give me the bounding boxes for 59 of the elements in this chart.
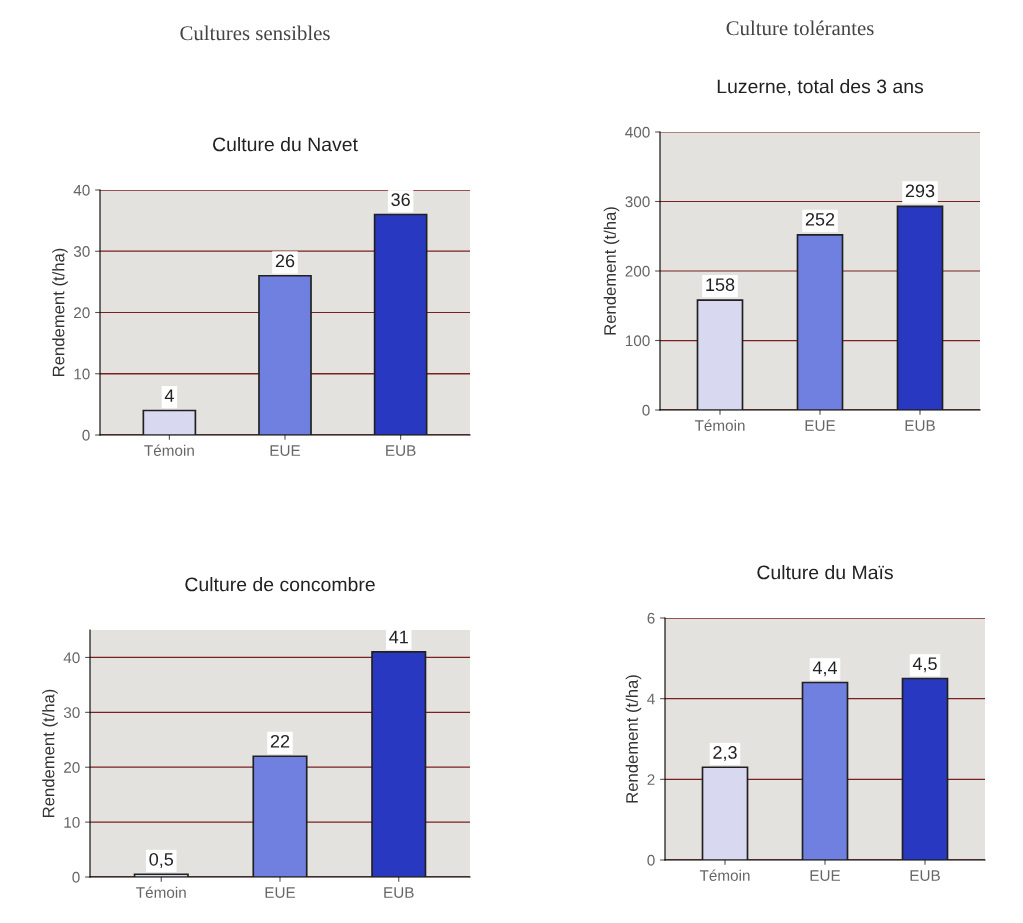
data-label: 252: [805, 212, 835, 226]
bar: [371, 651, 427, 877]
y-tick-label: 0: [647, 854, 655, 866]
y-axis-title: Rendement (t/ha): [603, 207, 620, 335]
data-label: 41: [389, 630, 408, 644]
y-tick-label: 6: [647, 612, 655, 624]
x-tick-label: EUB: [910, 870, 940, 881]
y-tick-label: 40: [73, 184, 90, 196]
x-tick-label: Témoin: [699, 869, 750, 881]
data-label: 36: [391, 193, 410, 207]
y-tick-label: 300: [625, 196, 650, 208]
data-label: 2,3: [713, 746, 737, 761]
data-label: 4: [164, 389, 174, 402]
bar: [142, 409, 197, 435]
data-label: 4,5: [912, 657, 937, 673]
bar: [373, 213, 428, 435]
y-tick-label: 10: [74, 368, 90, 380]
y-tick-label: 200: [625, 265, 650, 277]
y-tick-label: 30: [73, 246, 90, 257]
y-tick-label: 0: [82, 429, 90, 441]
data-label: 158: [706, 278, 735, 292]
y-tick-label: 40: [63, 652, 80, 664]
y-tick-label: 30: [63, 707, 80, 719]
bar: [133, 873, 189, 877]
y-tick-label: 20: [74, 307, 90, 319]
x-tick-label: EUB: [384, 887, 414, 898]
y-tick-label: 20: [64, 762, 80, 773]
data-label: 22: [270, 734, 290, 748]
chart-title: Culture de concombre: [185, 577, 375, 592]
y-tick-label: 2: [647, 774, 655, 785]
y-tick-label: 0: [72, 871, 80, 883]
chart-title: Culture du Navet: [213, 137, 358, 152]
bar: [258, 274, 312, 435]
x-tick-label: EUE: [270, 445, 301, 456]
x-tick-label: EUE: [265, 887, 296, 898]
data-label: 26: [275, 254, 295, 268]
y-tick-label: 10: [64, 816, 80, 828]
text: Cultures sensibles: [180, 25, 330, 41]
x-tick-label: Témoin: [694, 419, 745, 431]
chart-title: Luzerne, total des 3 ans: [717, 79, 924, 96]
data-label: 0,5: [149, 852, 174, 868]
y-tick-label: 0: [642, 404, 650, 416]
text: Culture tolérantes: [726, 20, 874, 36]
x-tick-label: EUB: [905, 420, 935, 431]
y-axis-title: Rendement (t/ha): [42, 689, 58, 817]
bar: [252, 755, 308, 877]
x-tick-label: EUE: [810, 870, 841, 881]
data-label: 4,4: [812, 661, 838, 677]
y-tick-label: 400: [625, 126, 650, 138]
y-axis-title: Rendement (t/ha): [625, 675, 642, 803]
y-tick-label: 4: [647, 693, 655, 705]
x-tick-label: EUE: [805, 420, 836, 431]
x-tick-label: Témoin: [144, 444, 194, 456]
x-tick-label: Témoin: [136, 886, 186, 898]
chart-title: Culture du Maïs: [757, 565, 893, 580]
y-tick-label: 100: [625, 335, 650, 347]
y-axis-title: Rendement (t/ha): [52, 248, 68, 376]
data-label: 293: [905, 184, 935, 198]
x-tick-label: EUB: [386, 445, 416, 456]
